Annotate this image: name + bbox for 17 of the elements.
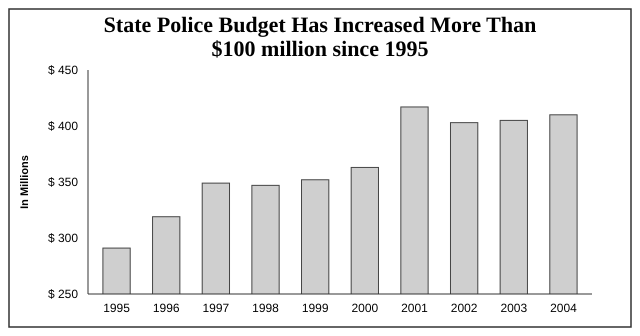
y-tick-label: $ 400	[48, 119, 78, 134]
x-tick-label: 1996	[152, 301, 180, 315]
y-tick-label: $ 450	[48, 63, 78, 78]
x-tick-label: 2003	[500, 301, 528, 315]
y-tick-label: $ 300	[48, 231, 78, 246]
x-tick-label: 1999	[302, 301, 329, 315]
x-tick-label: 1998	[252, 301, 280, 315]
y-tick-label: $ 350	[48, 175, 78, 190]
x-tick-label: 1997	[202, 301, 230, 315]
chart-title: State Police Budget Has Increased More Than $100 million since 1995	[104, 12, 536, 61]
x-tick-label: 2001	[401, 301, 428, 315]
x-tick-label: 1995	[103, 301, 130, 315]
x-tick-label: 2002	[450, 301, 478, 315]
y-axis-title: In Millions	[19, 155, 31, 209]
y-tick-label: $ 250	[48, 287, 78, 302]
x-tick-label: 2004	[550, 301, 578, 315]
x-tick-label: 2000	[351, 301, 378, 315]
